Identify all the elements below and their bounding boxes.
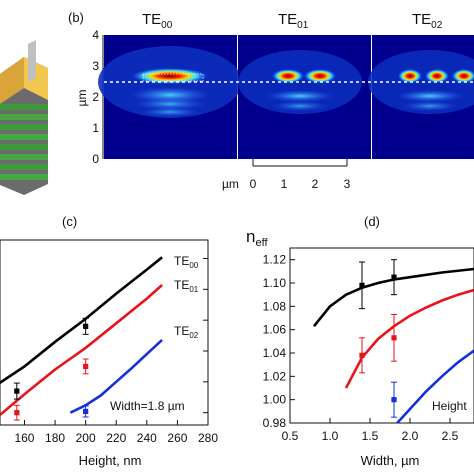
panel-d-xlabel: Width, µm [361, 453, 420, 468]
curve-label-te01: TE01 [174, 278, 199, 294]
scale-tick: 1 [281, 177, 288, 191]
scale-tick: 2 [312, 177, 319, 191]
x-tick-label: 200 [76, 431, 96, 445]
x-tick-label: 160 [14, 431, 34, 445]
panel-c: (c) 160 180 200 220 240 260 280 Height, nm Wid… [0, 214, 218, 468]
panel-c-xticks: 160 180 200 220 240 260 280 [14, 420, 218, 445]
y-tick: 3 [92, 59, 99, 73]
x-tick-label: 260 [167, 431, 187, 445]
data-point-te00 [83, 323, 89, 329]
y-tick-label: 1.00 [263, 393, 287, 407]
panel-d-frame [289, 247, 474, 424]
layer-stack [0, 104, 48, 180]
data-point-te00 [359, 282, 365, 288]
field-map-te00 [98, 35, 242, 159]
x-tick-label: 1.5 [362, 429, 379, 443]
scale-bar: µm 0 1 2 3 [222, 159, 351, 191]
scale-tick: 3 [344, 177, 351, 191]
panel-c-note: Width=1.8 µm [110, 399, 185, 413]
y-tick: 0 [92, 152, 99, 166]
x-tick-label: 2.5 [442, 429, 459, 443]
field-map-te02 [368, 35, 474, 159]
y-tick-label: 1.08 [263, 299, 287, 313]
y-tick: 2 [92, 90, 99, 104]
panel-d: (d) neff 0.98 1.00 1.02 1.04 1.06 1.08 1.10 1.1… [246, 214, 474, 468]
y-tick-label: 1.04 [263, 346, 287, 360]
series-line-te02 [69, 338, 163, 414]
panel-d-xticks: 0.5 1.0 1.5 2.0 2.5 [282, 418, 459, 443]
x-tick-label: 220 [106, 431, 126, 445]
panel-b-label: (b) [68, 10, 84, 25]
data-point-te01 [14, 410, 20, 416]
data-point-te00 [14, 388, 20, 394]
panel-c-label: (c) [62, 214, 77, 229]
panel-b: (b) TE00 TE01 TE02 µm 0 1 2 3 4 [68, 10, 474, 191]
y-tick: 4 [92, 28, 99, 42]
panel-d-note: Height [432, 399, 467, 413]
x-tick-label: 240 [137, 431, 157, 445]
mode-title-te02: TE02 [412, 11, 443, 31]
data-point-te01 [391, 335, 397, 341]
scale-tick: 0 [250, 177, 257, 191]
series-line-te02 [395, 349, 474, 423]
panel-d-ylabel: neff [246, 227, 268, 249]
panel-c-xlabel: Height, nm [79, 453, 142, 468]
mode-title-te00: TE00 [142, 11, 173, 31]
field-map-te01 [238, 35, 371, 159]
panel-d-yticks: 0.98 1.00 1.02 1.04 1.06 1.08 1.10 1.12 [263, 253, 295, 430]
y-tick-label: 0.98 [263, 416, 287, 430]
panel-d-label: (d) [364, 214, 380, 229]
scale-bar-unit: µm [222, 177, 239, 191]
panel-c-yticks [203, 258, 208, 414]
series-line-te00 [0, 256, 163, 385]
data-point-te02 [83, 408, 89, 415]
curve-label-te02: TE02 [174, 324, 199, 340]
x-tick-label: 1.0 [322, 429, 339, 443]
mode-title-te01: TE01 [278, 11, 309, 31]
data-point-te00 [391, 274, 397, 280]
x-tick-label: 0.5 [282, 429, 299, 443]
series-line-te01 [0, 284, 163, 417]
curve-label-te00: TE00 [174, 254, 199, 270]
x-tick-label: 2.0 [402, 429, 419, 443]
y-tick-label: 1.02 [263, 369, 287, 383]
panel-c-plot [0, 256, 163, 421]
panel-d-plot [312, 259, 474, 423]
y-tick-label: 1.10 [263, 276, 287, 290]
data-point-te02 [391, 397, 397, 403]
panel-c-frame [0, 239, 209, 426]
series-line-te01 [344, 288, 474, 389]
panel-b-yticks: 0 1 2 3 4 [92, 28, 99, 166]
y-tick-label: 1.06 [263, 323, 287, 337]
x-tick-label: 180 [45, 431, 65, 445]
series-line-te00 [312, 267, 474, 328]
data-point-te01 [83, 363, 89, 370]
panel-b-ylabel: µm [75, 90, 89, 107]
y-tick-label: 1.12 [263, 253, 287, 267]
x-tick-label: 280 [198, 431, 218, 445]
data-point-te01 [359, 352, 365, 358]
waveguide-3d-illustration [0, 40, 48, 195]
y-tick: 1 [92, 121, 99, 135]
